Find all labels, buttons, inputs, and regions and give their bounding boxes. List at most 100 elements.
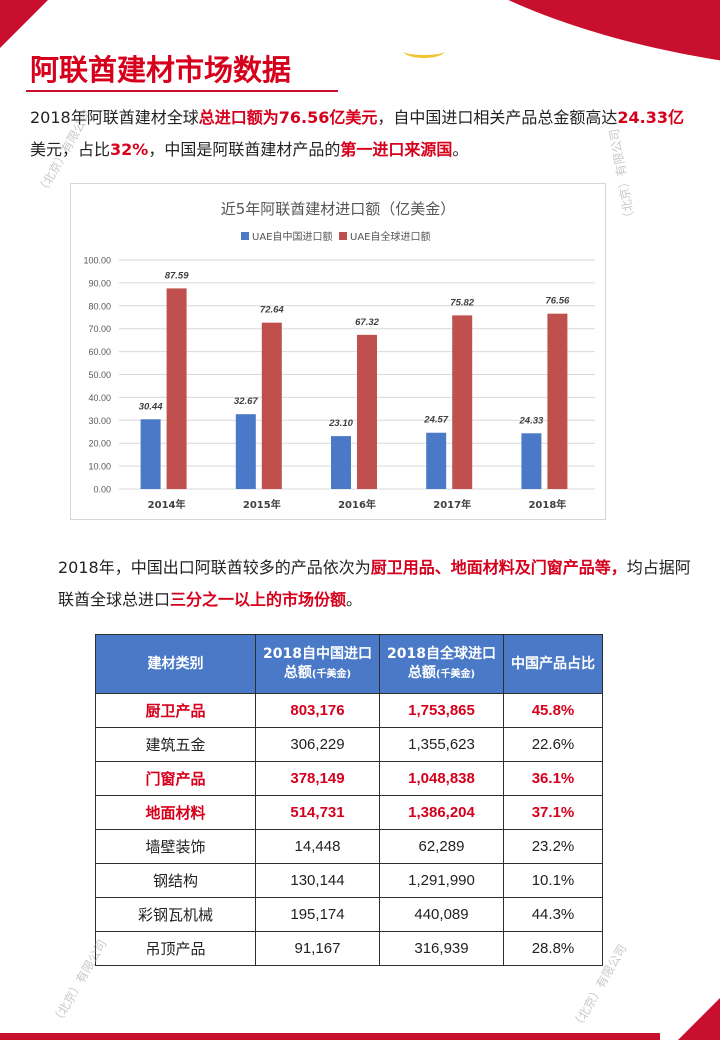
data-label: 75.82 bbox=[450, 297, 474, 308]
bar bbox=[331, 436, 351, 489]
intro-highlight: 32% bbox=[110, 140, 149, 159]
cell-china-share: 37.1% bbox=[503, 795, 603, 830]
col-header-global: 2018自全球进口总额(千美金) bbox=[379, 634, 504, 694]
data-label: 72.64 bbox=[260, 305, 284, 316]
table-row: 地面材料 514,731 1,386,204 37.1% bbox=[95, 795, 603, 830]
bar bbox=[521, 433, 542, 489]
cell-china-import: 91,167 bbox=[255, 931, 380, 966]
x-tick-label: 2017年 bbox=[433, 498, 471, 511]
footer-line bbox=[0, 1033, 660, 1040]
header-band bbox=[360, 0, 720, 78]
y-tick-label: 0.00 bbox=[93, 485, 111, 495]
cell-category: 地面材料 bbox=[95, 795, 256, 830]
corner-decoration bbox=[0, 0, 48, 48]
data-label: 76.56 bbox=[546, 296, 570, 307]
col-header-china: 2018自中国进口总额(千美金) bbox=[255, 634, 380, 694]
cell-china-share: 44.3% bbox=[503, 897, 603, 932]
intro-highlight: 第一进口来源国 bbox=[340, 140, 453, 159]
legend-label: UAE自全球进口额 bbox=[350, 230, 430, 243]
bar bbox=[235, 414, 256, 489]
table-row: 墙壁装饰 14,448 62,289 23.2% bbox=[95, 829, 603, 864]
data-label: 23.10 bbox=[328, 418, 353, 429]
y-tick-label: 80.00 bbox=[88, 301, 111, 311]
summary-text: 。 bbox=[346, 590, 363, 609]
col-header-global-label: 2018自全球进口总额 bbox=[387, 645, 496, 681]
cell-china-import: 378,149 bbox=[255, 761, 380, 796]
page-title: 阿联酋建材市场数据 bbox=[30, 53, 292, 87]
intro-text: 2018年阿联酋建材全球 bbox=[30, 108, 199, 127]
import-chart: 近5年阿联酋建材进口额（亿美金） UAE自中国进口额 UAE自全球进口额 0.00 10… bbox=[70, 183, 606, 520]
cell-category: 彩钢瓦机械 bbox=[95, 897, 256, 932]
y-tick-label: 20.00 bbox=[88, 439, 111, 449]
cell-china-import: 803,176 bbox=[255, 693, 380, 728]
data-label: 87.59 bbox=[165, 270, 189, 281]
y-tick-label: 90.00 bbox=[88, 278, 111, 288]
y-tick-label: 10.00 bbox=[88, 462, 111, 472]
y-tick-label: 60.00 bbox=[88, 347, 111, 357]
cell-global-import: 62,289 bbox=[379, 829, 504, 864]
y-tick-label: 50.00 bbox=[88, 370, 111, 380]
intro-paragraph: 2018年阿联酋建材全球总进口额为76.56亿美元，自中国进口相关产品总金额高达… bbox=[30, 102, 690, 166]
col-header-share: 中国产品占比 bbox=[503, 634, 603, 694]
cell-china-import: 195,174 bbox=[255, 897, 380, 932]
bar bbox=[452, 315, 473, 489]
cell-china-share: 23.2% bbox=[503, 829, 603, 864]
x-tick-label: 2014年 bbox=[148, 498, 186, 511]
table-row: 建筑五金 306,229 1,355,623 22.6% bbox=[95, 727, 603, 762]
cell-global-import: 1,048,838 bbox=[379, 761, 504, 796]
data-label: 30.44 bbox=[139, 401, 163, 412]
cell-china-share: 36.1% bbox=[503, 761, 603, 796]
summary-paragraph: 2018年，中国出口阿联酋较多的产品依次为厨卫用品、地面材料及门窗产品等，均占据… bbox=[58, 552, 698, 616]
cell-global-import: 440,089 bbox=[379, 897, 504, 932]
cell-china-import: 306,229 bbox=[255, 727, 380, 762]
legend-label: UAE自中国进口额 bbox=[252, 230, 332, 243]
summary-text: 2018年，中国出口阿联酋较多的产品依次为 bbox=[58, 558, 371, 577]
logo-text: Buildex bbox=[452, 26, 528, 49]
intro-text: ，中国是阿联酋建材产品的 bbox=[148, 140, 341, 159]
cell-category: 厨卫产品 bbox=[95, 693, 256, 728]
buildings-icon bbox=[402, 16, 446, 60]
chart-title: 近5年阿联酋建材进口额（亿美金） bbox=[221, 200, 456, 218]
table-header-row: 建材类别 2018自中国进口总额(千美金) 2018自全球进口总额(千美金) 中… bbox=[95, 634, 603, 694]
x-tick-label: 2018年 bbox=[528, 498, 566, 511]
cell-category: 墙壁装饰 bbox=[95, 829, 256, 864]
intro-text: ，自中国进口相关产品总金额高达 bbox=[377, 108, 618, 127]
bar bbox=[261, 322, 282, 489]
cell-china-share: 22.6% bbox=[503, 727, 603, 762]
x-tick-label: 2015年 bbox=[243, 498, 281, 511]
watermark: （北京）有限公司 bbox=[49, 937, 110, 1028]
cell-china-share: 28.8% bbox=[503, 931, 603, 966]
data-label: 32.67 bbox=[234, 396, 258, 407]
col-header-china-unit: (千美金) bbox=[311, 668, 352, 680]
bar bbox=[140, 419, 161, 489]
y-tick-label: 100.00 bbox=[83, 256, 111, 266]
col-header-global-unit: (千美金) bbox=[435, 668, 476, 680]
table-row: 厨卫产品 803,176 1,753,865 45.8% bbox=[95, 693, 603, 728]
intro-highlight: 总进口额为76.56亿美元 bbox=[198, 108, 378, 127]
cell-china-import: 514,731 bbox=[255, 795, 380, 830]
cell-category: 建筑五金 bbox=[95, 727, 256, 762]
chart-canvas: 近5年阿联酋建材进口额（亿美金） UAE自中国进口额 UAE自全球进口额 0.00 10… bbox=[83, 200, 595, 511]
intro-text: 。 bbox=[452, 140, 469, 159]
cell-china-import: 14,448 bbox=[255, 829, 380, 864]
intro-text: 美元，占比 bbox=[30, 140, 111, 159]
data-label: 67.32 bbox=[355, 317, 379, 328]
table-row: 彩钢瓦机械 195,174 440,089 44.3% bbox=[95, 897, 603, 932]
col-header-category: 建材类别 bbox=[95, 634, 256, 694]
col-header-china-label: 2018自中国进口总额 bbox=[263, 645, 372, 681]
cell-global-import: 1,753,865 bbox=[379, 693, 504, 728]
bar bbox=[166, 288, 187, 489]
import-table: 建材类别 2018自中国进口总额(千美金) 2018自全球进口总额(千美金) 中… bbox=[95, 634, 603, 966]
table-row: 吊顶产品 91,167 316,939 28.8% bbox=[95, 931, 603, 966]
x-tick-label: 2016年 bbox=[338, 498, 376, 511]
cell-china-share: 10.1% bbox=[503, 863, 603, 898]
cell-category: 门窗产品 bbox=[95, 761, 256, 796]
cell-global-import: 1,355,623 bbox=[379, 727, 504, 762]
summary-highlight: 三分之一以上的市场份额 bbox=[170, 590, 347, 609]
table-row: 钢结构 130,144 1,291,990 10.1% bbox=[95, 863, 603, 898]
cell-global-import: 1,386,204 bbox=[379, 795, 504, 830]
legend-swatch bbox=[339, 232, 347, 240]
cell-global-import: 1,291,990 bbox=[379, 863, 504, 898]
data-label: 24.57 bbox=[423, 415, 448, 426]
title-underline bbox=[26, 90, 338, 92]
